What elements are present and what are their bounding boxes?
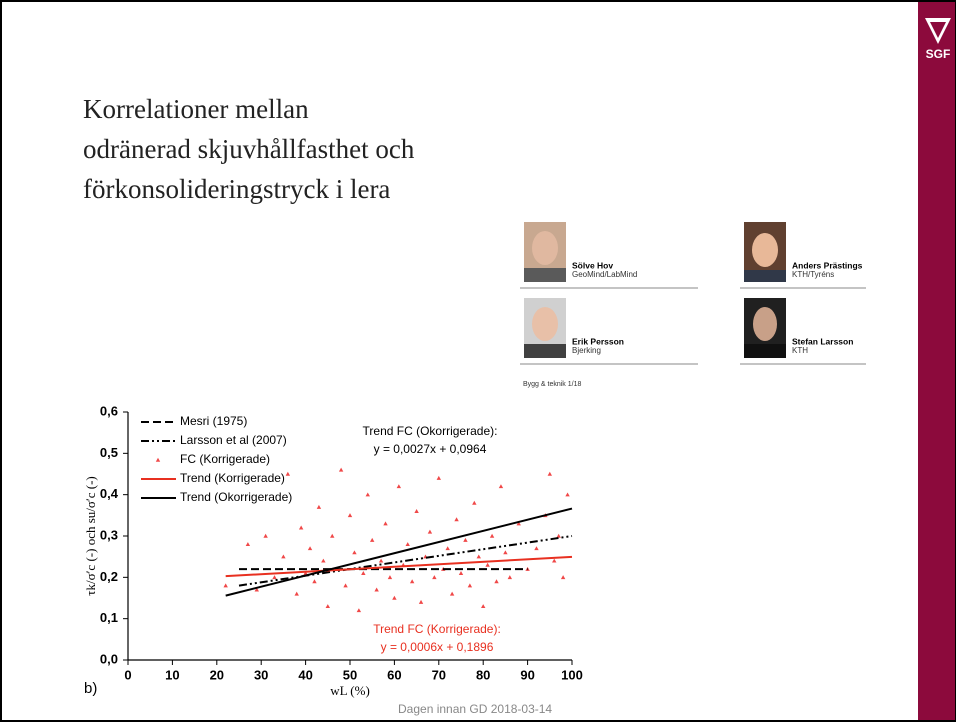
x-tick-label: 20 [210,667,224,682]
slide: SGF Korrelationer mellan odränerad skjuv… [0,0,956,722]
y-tick-label: 0,0 [100,651,118,666]
author-photo [524,222,566,282]
slide-title: odränerad skjuvhållfasthet och [83,134,415,164]
author-name: Erik Persson [572,336,624,346]
author-affiliation: Bjerking [572,346,601,355]
slide-title: förkonsolideringstryck i lera [83,174,390,204]
author-affiliation: KTH/Tyréns [792,270,834,279]
page: { "slide": { "title_lines": ["Korrelatio… [0,0,956,722]
legend-label: Trend (Okorrigerade) [180,490,292,504]
footer: Dagen innan GD 2018-03-14 [398,702,552,716]
x-tick-label: 0 [124,667,131,682]
x-tick-label: 100 [561,667,583,682]
x-tick-label: 70 [432,667,446,682]
panel-label: b) [84,680,97,697]
source: Bygg & teknik 1/18 [523,381,581,388]
x-tick-label: 90 [520,667,534,682]
y-tick-label: 0,4 [100,486,119,501]
author-affiliation: GeoMind/LabMind [572,270,637,279]
annotation: y = 0,0006x + 0,1896 [381,640,494,654]
x-tick-label: 50 [343,667,357,682]
x-axis-label: wL (%) [330,683,370,698]
slide-title: Korrelationer mellan [83,94,309,124]
legend-label: FC (Korrigerade) [180,452,270,466]
author-name: Sölve Hov [572,260,613,270]
y-tick-label: 0,2 [100,569,118,584]
author-photo [744,298,786,358]
y-tick-label: 0,1 [100,610,118,625]
author-name: Anders Prästings [792,260,863,270]
author-name: Stefan Larsson [792,336,853,346]
annotation: Trend FC (Okorrigerade): [363,424,498,438]
y-tick-label: 0,5 [100,445,118,460]
annotation: Trend FC (Korrigerade): [373,622,501,636]
y-tick-label: 0,6 [100,403,118,418]
y-tick-label: 0,3 [100,527,118,542]
side-bar [918,2,955,720]
annotation: y = 0,0027x + 0,0964 [374,442,487,456]
x-tick-label: 40 [298,667,312,682]
author-affiliation: KTH [792,346,808,355]
x-tick-label: 30 [254,667,268,682]
legend-label: Mesri (1975) [180,414,247,428]
legend-label: Trend (Korrigerade) [180,471,285,485]
legend-label: Larsson et al (2007) [180,433,287,447]
x-tick-label: 80 [476,667,490,682]
x-tick-label: 60 [387,667,401,682]
x-tick-label: 10 [165,667,179,682]
y-axis-label: τk/σ′c (-) och su/σ′c (-) [83,476,98,596]
author-photo [524,298,566,358]
logo-text: SGF [926,47,951,61]
author-photo [744,222,786,282]
